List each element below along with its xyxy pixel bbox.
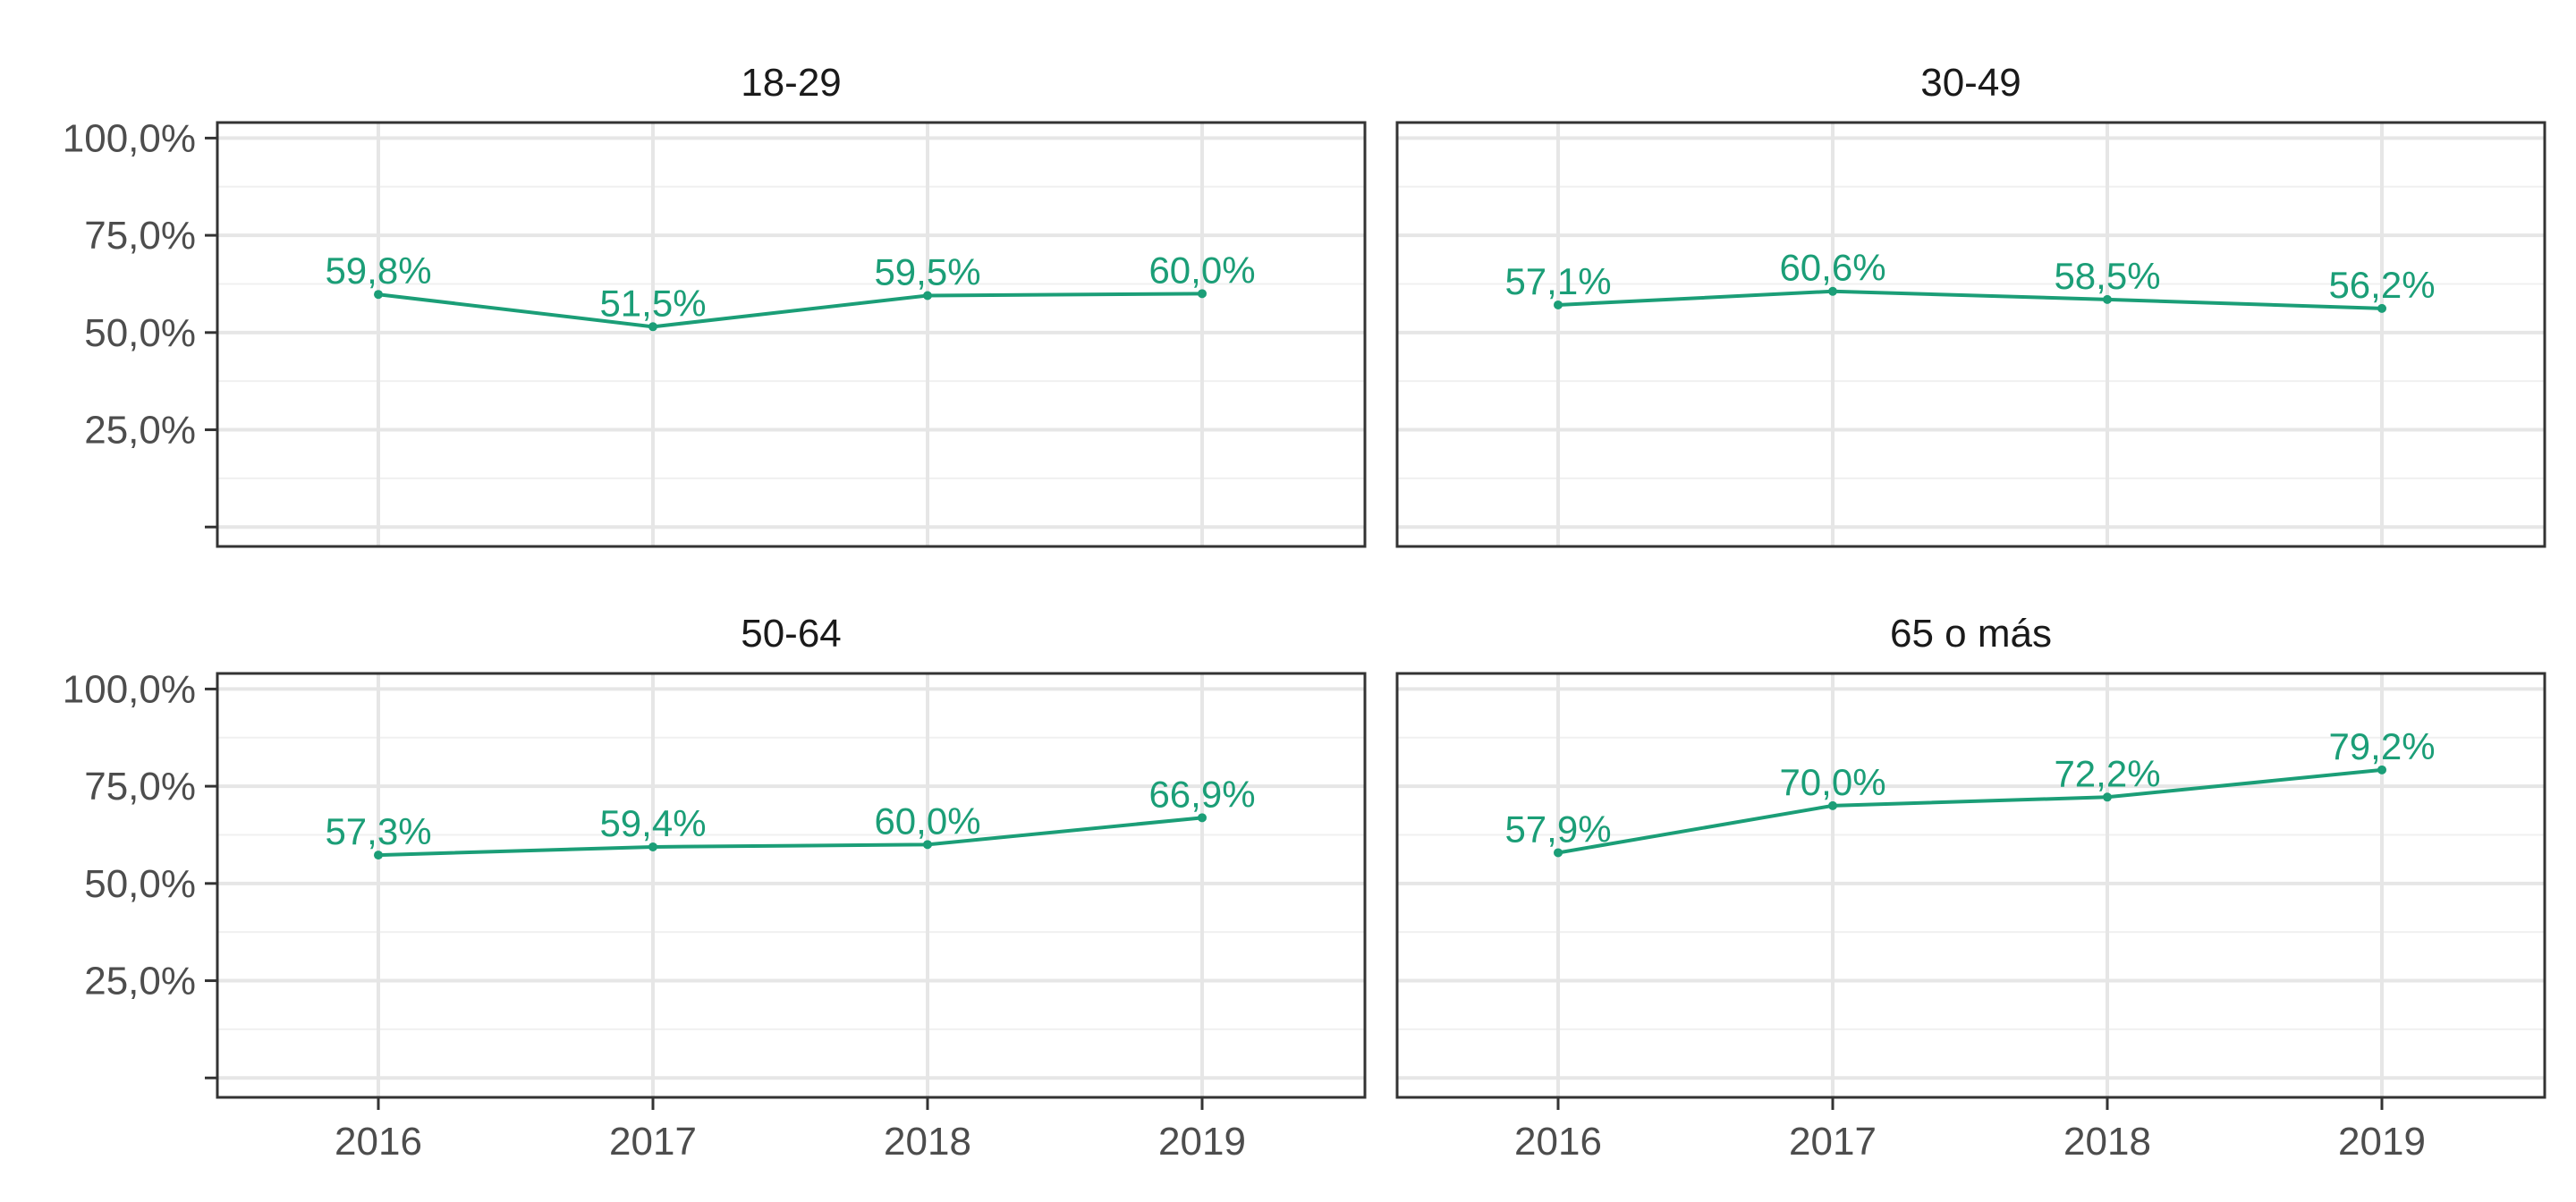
x-tick-label: 2018 xyxy=(2063,1120,2151,1164)
panel-title: 18-29 xyxy=(741,61,842,105)
data-point xyxy=(2377,765,2386,775)
panel-border xyxy=(1395,121,2546,548)
panel-2: 30-49 57,1% 60,6% 58,5% 56,2% xyxy=(1395,61,2546,548)
y-tick-label: 100,0% xyxy=(63,667,196,711)
x-tick-label: 2017 xyxy=(1789,1120,1877,1164)
x-tick-label: 2017 xyxy=(609,1120,697,1164)
data-label: 59,5% xyxy=(874,251,980,293)
data-label: 59,4% xyxy=(599,802,706,844)
y-tick-label: 75,0% xyxy=(84,214,196,258)
y-tick-label: 100,0% xyxy=(63,116,196,160)
data-point xyxy=(923,291,932,300)
data-point xyxy=(648,322,657,332)
data-point xyxy=(374,290,383,300)
data-label: 56,2% xyxy=(2328,264,2435,306)
y-tick-label: 25,0% xyxy=(84,409,196,453)
data-point xyxy=(2377,303,2386,313)
y-tick-label: 25,0% xyxy=(84,960,196,1003)
data-point xyxy=(1198,289,1207,299)
x-tick-label: 2018 xyxy=(884,1120,971,1164)
panel-title: 30-49 xyxy=(1920,61,2021,105)
data-label: 57,3% xyxy=(325,810,431,852)
series-line xyxy=(377,292,1203,329)
y-tick-label: 50,0% xyxy=(84,311,196,355)
series-line xyxy=(377,816,1203,858)
data-label: 60,0% xyxy=(874,800,980,842)
data-point xyxy=(1198,813,1207,823)
panel-3: 50-64 57,3% 59,4% 60,0% 66,9% 100,0% 75,0% 50,0… xyxy=(63,612,1367,1164)
x-tick-label: 2019 xyxy=(2338,1120,2426,1164)
series-line xyxy=(1557,767,2383,855)
data-point xyxy=(648,842,657,851)
data-label: 72,2% xyxy=(2054,752,2160,794)
data-label: 59,8% xyxy=(325,250,431,292)
data-label: 57,9% xyxy=(1504,808,1611,850)
data-point xyxy=(374,851,383,860)
data-label: 66,9% xyxy=(1148,773,1255,815)
data-label: 70,0% xyxy=(1779,761,1885,803)
data-label: 58,5% xyxy=(2054,255,2160,297)
y-tick-label: 50,0% xyxy=(84,862,196,906)
data-label: 57,1% xyxy=(1504,260,1611,302)
panel-border xyxy=(216,672,1367,1099)
data-point xyxy=(1554,300,1563,309)
data-point xyxy=(2103,792,2112,802)
data-point xyxy=(923,840,932,850)
data-label: 60,6% xyxy=(1779,247,1885,289)
data-point xyxy=(1554,848,1563,858)
panel-border xyxy=(216,121,1367,548)
y-tick-label: 75,0% xyxy=(84,765,196,808)
panel-border xyxy=(1395,672,2546,1099)
x-tick-label: 2016 xyxy=(335,1120,422,1164)
data-point xyxy=(2103,294,2112,304)
panel-1: 18-29 59,8% 51,5% 59,5% 60,0% 100,0% 75,0% 50,0… xyxy=(63,61,1367,548)
data-label: 51,5% xyxy=(599,282,706,324)
x-tick-label: 2016 xyxy=(1514,1120,1602,1164)
x-tick-label: 2019 xyxy=(1158,1120,1246,1164)
data-label: 79,2% xyxy=(2328,725,2435,767)
data-point xyxy=(1828,800,1837,810)
data-point xyxy=(1828,286,1837,296)
panel-4: 65 o más 57,9% 70,0% 72,2% 79,2% 2016 2017 2018… xyxy=(1395,612,2546,1164)
panel-title: 50-64 xyxy=(741,612,842,656)
panel-title: 65 o más xyxy=(1890,612,2052,656)
series-line xyxy=(1557,289,2383,310)
data-label: 60,0% xyxy=(1148,249,1255,291)
